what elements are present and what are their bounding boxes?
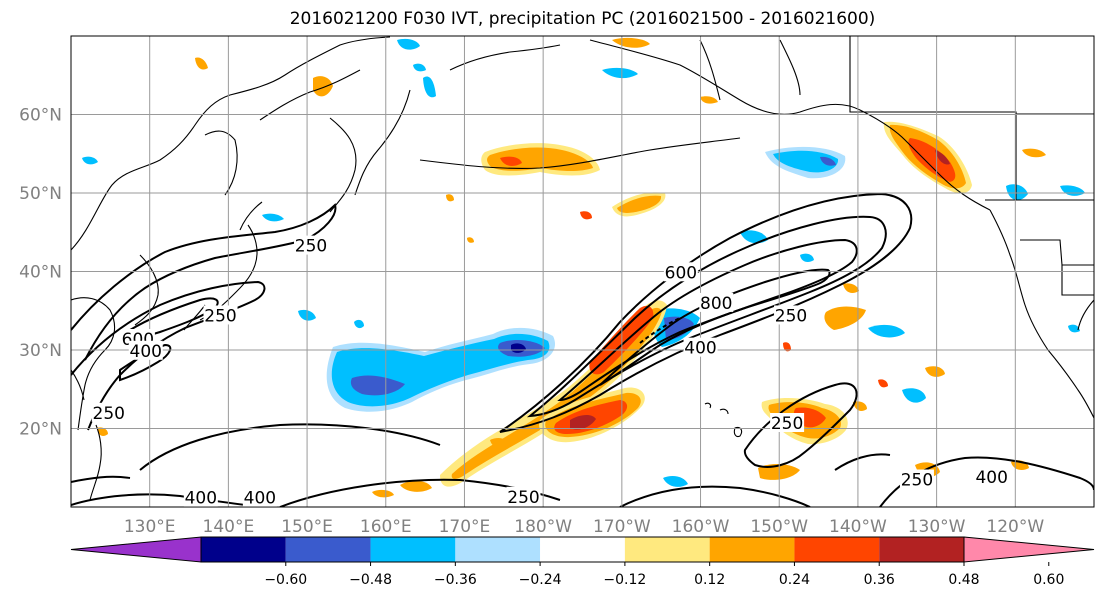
ivt-contour-label: 250: [901, 471, 933, 491]
colorbar-tick-label: 0.24: [779, 572, 810, 588]
ivt-label-bg: [774, 305, 809, 325]
lat-tick-label: 60°N: [19, 106, 62, 126]
ivt-label-bg: [91, 402, 126, 422]
ivt-label-bg: [128, 340, 163, 360]
colorbar-swatch: [455, 537, 541, 562]
colorbar-tick-label: −0.48: [349, 572, 392, 588]
lat-tick-label: 40°N: [19, 263, 62, 283]
ivt-contour-label: 250: [771, 414, 803, 434]
colorbar-swatch: [879, 537, 964, 562]
ivt-label-bg: [974, 467, 1009, 487]
lon-tick-label: 170°E: [439, 517, 491, 537]
ivt-label-bg: [770, 413, 805, 433]
ivt-label-bg: [699, 292, 734, 312]
ivt-label-bg: [683, 337, 718, 357]
lon-tick-label: 150°W: [750, 517, 808, 537]
colorbar-swatch: [540, 537, 625, 562]
colorbar-swatch: [709, 537, 795, 562]
ivt-contour-label: 400: [185, 489, 217, 509]
ivt-contour-label: 400: [975, 468, 1007, 488]
ivt-contour-label: 800: [700, 294, 732, 314]
colorbar-tick-label: 0.48: [948, 572, 979, 588]
colorbar-tick-label: −0.60: [264, 572, 307, 588]
lon-tick-label: 160°W: [672, 517, 730, 537]
colorbar-extend-min: [70, 536, 202, 563]
ivt-contour-label: 400: [130, 342, 162, 362]
lon-tick-label: 160°E: [360, 517, 412, 537]
ivt-label-bg: [242, 487, 277, 507]
colorbar-tick-labels: −0.60 −0.48 −0.36 −0.24 −0.12 0.12 0.24 0.36 0.4…: [264, 562, 1064, 588]
lat-tick-label: 30°N: [19, 341, 62, 361]
colorbar-tick-label: −0.24: [519, 572, 562, 588]
lon-tick-label: 180°W: [514, 517, 572, 537]
colorbar-swatch: [794, 537, 880, 562]
lon-tick-label: 120°W: [986, 517, 1044, 537]
colorbar-tick-label: −0.12: [603, 572, 646, 588]
ivt-label-bg: [183, 487, 218, 507]
ivt-label-bg: [899, 469, 934, 489]
ivt-contour-label: 250: [93, 404, 125, 424]
lat-tick-label: 50°N: [19, 184, 62, 204]
lon-tick-label: 130°E: [124, 517, 176, 537]
colorbar-swatches: [70, 536, 1095, 563]
ivt-contour-label: 250: [204, 306, 236, 326]
lon-tick-label: 130°W: [908, 517, 966, 537]
chart-title: 2016021200 F030 IVT, precipitation PC (2…: [289, 9, 876, 29]
ivt-contour-label: 250: [775, 306, 807, 326]
colorbar-tick-label: 0.60: [1033, 572, 1064, 588]
longitude-tick-labels: 130°E 140°E 150°E 160°E 170°E 180°W 170°W 160°W…: [124, 517, 1045, 537]
lon-tick-label: 140°W: [829, 517, 887, 537]
ivt-label-bg: [506, 486, 541, 506]
colorbar-tick-label: 0.36: [864, 572, 895, 588]
colorbar-swatch: [624, 537, 710, 562]
ivt-contour-label: 600: [665, 263, 697, 283]
colorbar-extend-max: [963, 536, 1095, 563]
coastlines: [71, 36, 1094, 501]
lon-tick-label: 140°E: [203, 517, 255, 537]
colorbar-swatch: [285, 537, 371, 562]
ivt-contour-label: 400: [684, 339, 716, 359]
lon-tick-label: 170°W: [593, 517, 651, 537]
ivt-contour-label: 250: [507, 488, 539, 508]
lat-tick-label: 20°N: [19, 420, 62, 440]
colorbar-swatch: [201, 537, 286, 562]
plot-frame: [70, 35, 1095, 508]
colorbar-outline: [200, 536, 965, 563]
ivt-label-bg: [203, 305, 238, 325]
ivt-label-bg: [663, 262, 698, 282]
colorbar-swatch: [370, 537, 456, 562]
latitude-tick-labels: 20°N 30°N 40°N 50°N 60°N: [19, 106, 62, 440]
ivt-contour-label: 400: [244, 489, 276, 509]
ivt-contour-label: 250: [295, 237, 327, 257]
lon-tick-label: 150°E: [281, 517, 333, 537]
colorbar-tick-label: −0.36: [434, 572, 477, 588]
gridlines: [71, 36, 1094, 507]
ivt-label-bg: [294, 235, 329, 255]
colorbar-tick-label: 0.12: [694, 572, 725, 588]
